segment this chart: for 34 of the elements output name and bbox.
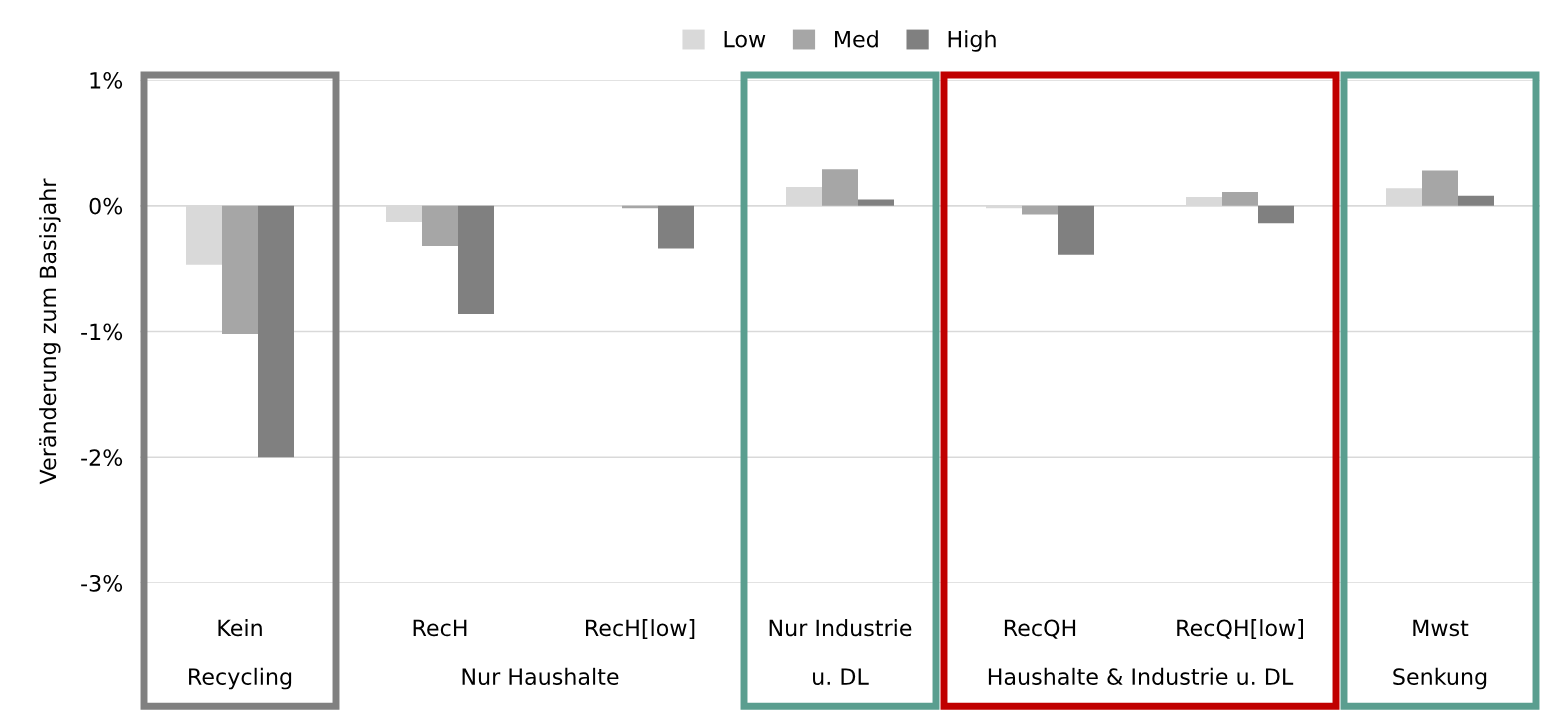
bar xyxy=(1022,205,1058,215)
bar xyxy=(1222,191,1258,206)
y-tick-label: 0% xyxy=(89,197,123,215)
x-tick-label: RecH[low] xyxy=(586,619,695,639)
y-axis-title: Veränderung zum Basisjahr xyxy=(39,178,61,485)
x-tick-label: Kein xyxy=(218,619,262,637)
bar xyxy=(858,199,894,206)
bar xyxy=(222,205,258,335)
x-tick-label: Nur Industrie xyxy=(769,619,912,637)
y-tick-label: -2% xyxy=(81,449,123,467)
text: Haushalte & Industrie u. DL xyxy=(988,667,1294,686)
legend-label: Low xyxy=(724,30,766,48)
x-tick-label: RecH xyxy=(413,619,467,637)
x-tick-label: Mwst xyxy=(1413,619,1469,637)
text: Nur Haushalte xyxy=(462,667,619,686)
x-tick-label: RecQH xyxy=(1004,619,1076,639)
bar xyxy=(1422,170,1458,206)
y-tick-label: 1% xyxy=(90,71,123,89)
text: Recycling xyxy=(189,667,292,690)
x-tick-label: RecQH[low] xyxy=(1177,619,1303,639)
legend-label: High xyxy=(948,30,996,52)
y-tick-label: -3% xyxy=(81,574,123,592)
bar xyxy=(822,169,858,206)
text: Senkung xyxy=(1393,667,1487,690)
y-tick-label: -1% xyxy=(81,323,123,341)
bar xyxy=(1258,205,1294,224)
bar xyxy=(658,205,694,249)
legend-label: Med xyxy=(835,30,878,48)
bar xyxy=(422,205,458,246)
bar xyxy=(458,205,494,314)
bar xyxy=(1058,205,1094,255)
bar xyxy=(1458,195,1494,206)
text: u. DL xyxy=(813,668,869,686)
bar xyxy=(258,205,294,458)
